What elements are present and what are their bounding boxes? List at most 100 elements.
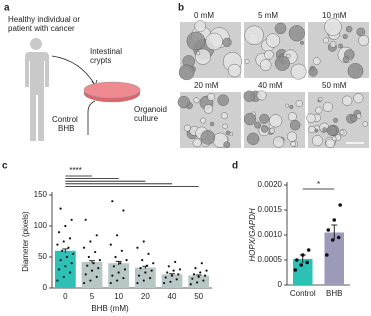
- data-point: [305, 260, 310, 265]
- panel-label: a: [4, 3, 10, 14]
- data-point: [95, 275, 98, 278]
- data-point: [92, 262, 95, 265]
- organoid: [273, 136, 285, 148]
- data-point: [166, 271, 169, 274]
- data-point: [164, 276, 167, 279]
- organoid: [269, 114, 283, 128]
- organoid: [193, 97, 200, 104]
- dish-top: [83, 81, 141, 99]
- data-point: [332, 218, 337, 222]
- data-point: [84, 273, 87, 276]
- data-point: [109, 281, 112, 285]
- data-point: [86, 264, 89, 267]
- organoid: [286, 53, 291, 59]
- y-tick-label: 0: [43, 283, 48, 292]
- arrow: [87, 100, 96, 135]
- organoid: [265, 33, 281, 48]
- y-axis-label: HOPX/GAPDH: [248, 208, 257, 262]
- data-point: [205, 269, 208, 272]
- data-point: [94, 250, 97, 254]
- treatment-text: BHB: [58, 124, 74, 133]
- organoid: [345, 25, 353, 33]
- bar: [134, 267, 156, 288]
- organoid: [178, 64, 195, 81]
- data-point: [64, 224, 67, 228]
- data-point: [189, 283, 192, 286]
- data-point: [174, 260, 177, 264]
- image-label: 50 mM: [322, 81, 347, 90]
- significance-text: ****: [69, 166, 81, 175]
- data-point: [68, 237, 72, 240]
- organoid: [289, 104, 294, 110]
- data-point: [111, 274, 114, 277]
- data-point: [65, 255, 69, 259]
- data-point: [119, 262, 122, 265]
- data-point: [122, 209, 125, 212]
- organoid: [332, 117, 339, 123]
- organoid: [200, 130, 216, 145]
- data-point: [115, 234, 119, 237]
- human-figure: [25, 38, 49, 141]
- organoid: [295, 99, 303, 108]
- data-point: [136, 281, 139, 285]
- data-point: [197, 275, 200, 278]
- data-point: [336, 235, 341, 240]
- data-point: [112, 265, 116, 268]
- y-tick-label: 0.0005: [258, 255, 283, 264]
- bar: [292, 259, 313, 285]
- data-point: [98, 259, 102, 262]
- data-point: [57, 268, 61, 271]
- organoid: [183, 124, 191, 132]
- data-point: [136, 246, 139, 249]
- data-point: [137, 274, 141, 277]
- data-point: [162, 281, 166, 285]
- organoid: [286, 131, 298, 142]
- bar: [108, 263, 130, 288]
- data-point: [120, 249, 123, 252]
- organoid: [356, 113, 362, 119]
- data-point: [142, 279, 145, 282]
- data-point: [203, 274, 207, 277]
- data-point: [97, 267, 100, 270]
- organoid: [220, 112, 228, 120]
- organoid: [358, 34, 370, 46]
- data-point: [117, 271, 120, 274]
- organoid: [299, 40, 304, 45]
- data-point: [87, 255, 90, 259]
- organoid: [194, 20, 207, 33]
- data-point: [295, 258, 299, 262]
- organoid: [285, 103, 289, 108]
- data-point: [191, 277, 194, 280]
- image-label: 5 mM: [258, 11, 278, 20]
- data-point: [68, 271, 72, 274]
- data-point: [169, 280, 172, 283]
- data-point: [109, 243, 112, 246]
- data-point: [125, 259, 128, 262]
- panel-label: b: [178, 3, 184, 14]
- bar: [81, 261, 103, 288]
- organoid: [205, 32, 223, 51]
- organoid: [194, 48, 211, 65]
- organoid: [243, 90, 255, 102]
- y-tick-label: 100: [34, 221, 48, 230]
- data-point: [111, 200, 114, 203]
- arrow: [51, 55, 96, 86]
- organoid: [269, 127, 276, 134]
- organoid: [323, 37, 329, 44]
- data-point: [178, 268, 182, 271]
- data-point: [59, 207, 62, 210]
- organoid: [203, 104, 214, 114]
- organoid: [306, 113, 316, 123]
- data-point: [148, 276, 152, 280]
- organoid: [186, 31, 206, 51]
- organoid: [342, 33, 348, 40]
- data-point: [67, 246, 70, 249]
- organoid: [223, 141, 231, 149]
- organoid: [342, 56, 350, 63]
- data-point: [61, 249, 64, 252]
- data-point: [306, 248, 311, 252]
- organoid: [209, 121, 215, 127]
- organoid: [326, 125, 338, 136]
- organoid: [200, 117, 207, 124]
